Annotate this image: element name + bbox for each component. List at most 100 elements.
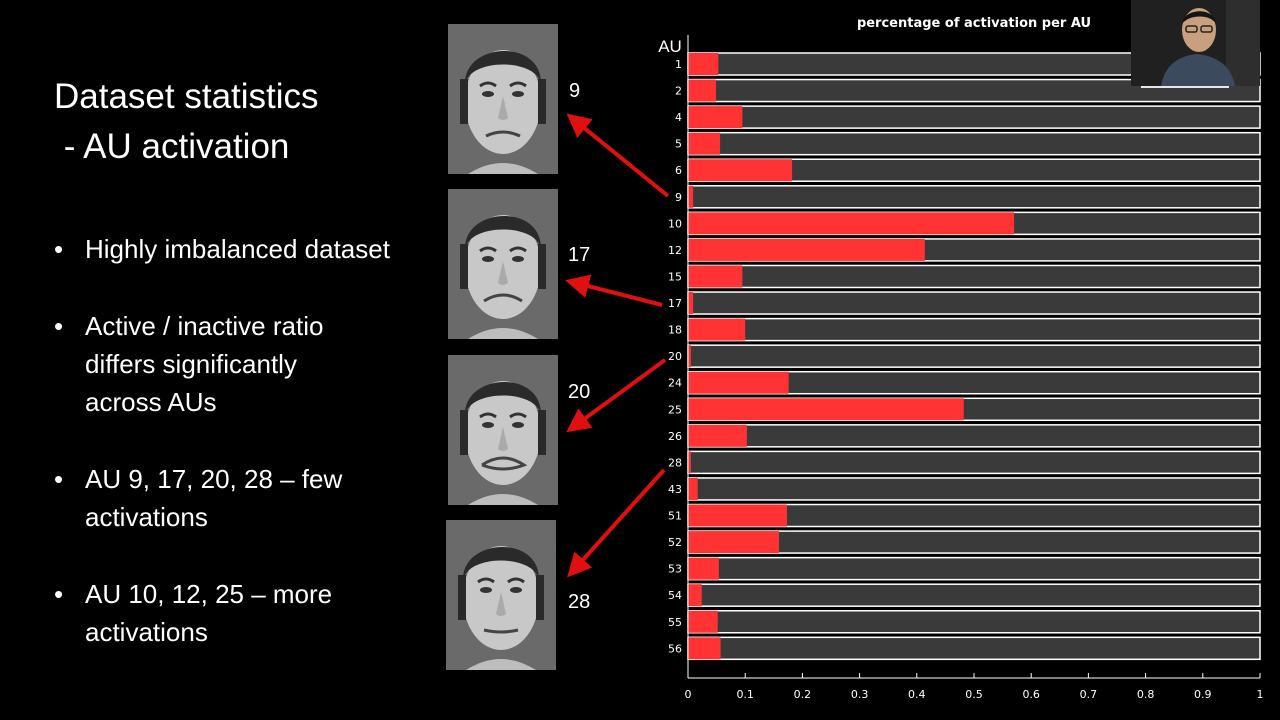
xtick-label: 0.4: [908, 688, 926, 701]
bar-active-au15: [688, 265, 743, 288]
xtick-label: 0.2: [794, 688, 812, 701]
slide-title: Dataset statistics - AU activation: [54, 72, 319, 172]
bullet-dot: •: [54, 579, 64, 609]
face-drawing: [448, 189, 558, 339]
presenter-silhouette: [1131, 0, 1260, 86]
bullet-dot: •: [54, 464, 64, 494]
bar-active-au28: [688, 451, 691, 474]
bar-active-au2: [688, 79, 717, 102]
ytick-label-au15: 15: [668, 270, 682, 283]
ytick-label-au1: 1: [675, 58, 682, 71]
bar-inactive-au5: [687, 131, 1261, 156]
bullet-text: across AUs: [85, 387, 217, 417]
bullet-item: • AU 9, 17, 20, 28 – few activations: [54, 460, 444, 536]
xtick-label: 0.8: [1137, 688, 1155, 701]
ytick-label-au4: 4: [675, 111, 682, 124]
bullet-text: differs significantly: [85, 349, 297, 379]
bar-inactive-au26: [687, 424, 1261, 448]
ytick-label-au25: 25: [668, 403, 682, 416]
ytick-label-au55: 55: [668, 616, 682, 629]
bar-active-au52: [688, 531, 779, 554]
ytick-label-au28: 28: [668, 456, 682, 469]
bar-inactive-au54: [687, 583, 1261, 607]
bullet-item: • Highly imbalanced dataset: [54, 230, 444, 268]
bullet-text: AU 9, 17, 20, 28 – few: [85, 464, 343, 494]
xtick-label: 0: [685, 688, 692, 701]
ytick-label-au6: 6: [675, 164, 682, 177]
bar-inactive-au53: [687, 556, 1261, 581]
bullet-dot: •: [54, 311, 64, 341]
face-drawing: [448, 355, 558, 505]
y-axis-label: AU: [658, 37, 682, 56]
xtick-label: 0.6: [1022, 688, 1040, 701]
face-label-au28: 28: [568, 591, 591, 613]
ytick-label-au56: 56: [668, 642, 682, 655]
face-photo-au20: [448, 355, 558, 505]
webcam-video: [1131, 0, 1260, 86]
bar-active-au10: [688, 212, 1015, 235]
bar-active-au9: [688, 185, 694, 208]
bar-active-au54: [688, 584, 702, 607]
ytick-label-au17: 17: [668, 297, 682, 310]
bullet-item: • Active / inactive ratio differs signif…: [54, 307, 444, 421]
xtick-label: 0.3: [851, 688, 869, 701]
bar-inactive-au43: [687, 477, 1261, 501]
bar-active-au55: [688, 610, 718, 633]
ytick-label-au18: 18: [668, 324, 682, 337]
bar-active-au17: [688, 292, 694, 315]
bullet-dot: •: [54, 234, 64, 264]
face-photo-au17: [448, 189, 558, 339]
bullet-text: Highly imbalanced dataset: [85, 234, 390, 264]
bar-active-au51: [688, 504, 787, 527]
face-photo-au28: [446, 520, 556, 670]
bar-active-au20: [688, 345, 691, 368]
bar-inactive-au17: [687, 291, 1261, 315]
bar-active-au1: [688, 53, 719, 75]
ytick-label-au12: 12: [668, 244, 682, 257]
bullet-text: activations: [85, 617, 208, 647]
bar-active-au4: [688, 106, 743, 129]
xtick-label: 0.1: [736, 688, 754, 701]
bullet-item: • AU 10, 12, 25 – more activations: [54, 575, 444, 651]
ytick-label-au51: 51: [668, 510, 682, 523]
bar-inactive-au9: [687, 185, 1261, 209]
ytick-label-au26: 26: [668, 430, 682, 443]
bar-inactive-au56: [687, 636, 1261, 661]
slide-title-line-1: Dataset statistics: [54, 77, 319, 116]
bar-inactive-au15: [687, 264, 1261, 289]
xtick-label: 0.5: [965, 688, 983, 701]
xtick-label: 0.9: [1194, 688, 1212, 701]
bar-active-au18: [688, 318, 746, 341]
face-label-au9: 9: [569, 80, 581, 102]
face-drawing: [446, 520, 556, 670]
bar-inactive-au4: [687, 105, 1261, 129]
face-drawing: [448, 24, 558, 174]
bullet-text: Active / inactive ratio: [85, 311, 324, 341]
face-photo-au9: [448, 24, 558, 174]
ytick-label-au54: 54: [668, 589, 682, 602]
bar-inactive-au55: [687, 610, 1261, 634]
bar-inactive-au28: [687, 450, 1261, 475]
ytick-label-au53: 53: [668, 563, 682, 576]
chart-title: percentage of activation per AU: [857, 16, 1091, 31]
bar-active-au5: [688, 132, 721, 155]
bar-active-au25: [688, 398, 964, 421]
bar-active-au56: [688, 637, 721, 660]
ytick-label-au43: 43: [668, 483, 682, 496]
bullet-list: • Highly imbalanced dataset • Active / i…: [54, 230, 444, 690]
bar-active-au53: [688, 557, 719, 580]
ytick-label-au10: 10: [668, 217, 682, 230]
bullet-text: activations: [85, 502, 208, 532]
bar-active-au12: [688, 238, 925, 261]
ytick-label-au2: 2: [675, 85, 682, 98]
ytick-label-au9: 9: [675, 191, 682, 204]
slide-title-line-2: - AU activation: [54, 127, 290, 166]
bar-active-au6: [688, 159, 793, 182]
bar-inactive-au18: [687, 317, 1261, 342]
ytick-label-au24: 24: [668, 377, 682, 390]
bullet-text: AU 10, 12, 25 – more: [85, 579, 333, 609]
bar-active-au26: [688, 424, 747, 447]
ytick-label-au5: 5: [675, 138, 682, 151]
xtick-label: 0.7: [1080, 688, 1098, 701]
bar-inactive-au20: [687, 344, 1261, 368]
